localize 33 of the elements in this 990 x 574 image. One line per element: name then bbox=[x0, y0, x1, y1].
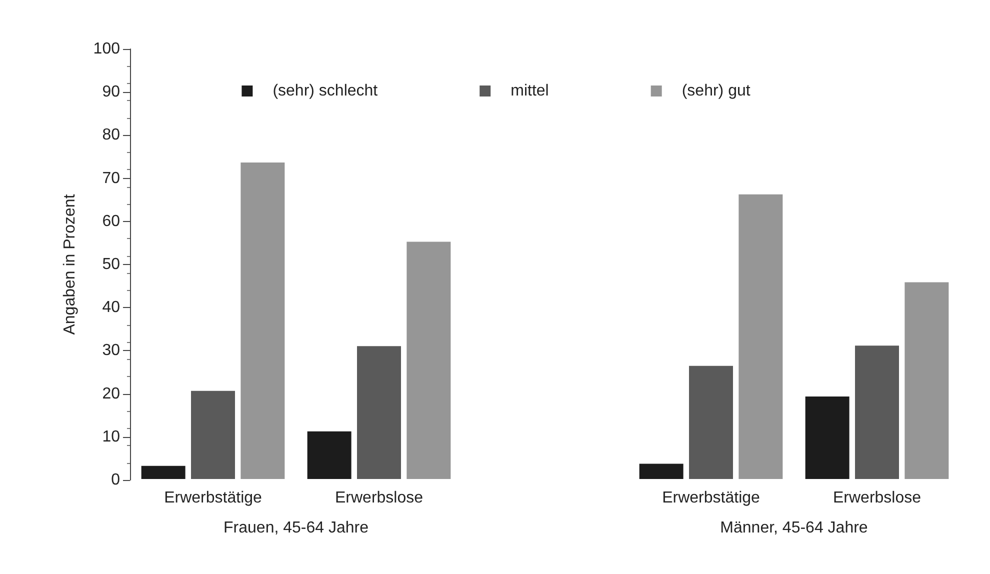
bar bbox=[240, 161, 286, 480]
bar bbox=[406, 240, 452, 480]
bar bbox=[804, 396, 850, 480]
y-tick-label: 50 bbox=[102, 256, 120, 273]
legend-label: (sehr) gut bbox=[682, 82, 751, 100]
x-tick-label: Erwerbslose bbox=[832, 490, 922, 506]
bar bbox=[140, 464, 186, 480]
y-tick-label: 40 bbox=[102, 299, 120, 316]
legend-label: mittel bbox=[510, 82, 549, 100]
bar bbox=[688, 364, 734, 480]
y-tick-label: 80 bbox=[102, 126, 120, 144]
y-tick-label: 10 bbox=[102, 428, 120, 446]
y-tick-label: 70 bbox=[102, 170, 120, 187]
text: Frauen, 45-64 Jahre bbox=[224, 520, 369, 536]
x-tick-label: Erwerbstätige bbox=[662, 490, 760, 506]
bar bbox=[638, 462, 684, 480]
bar bbox=[306, 430, 352, 480]
y-tick-label: 90 bbox=[102, 84, 120, 101]
bar bbox=[904, 281, 950, 480]
x-tick-label: Erwerbstätige bbox=[164, 490, 262, 506]
bar bbox=[854, 344, 900, 480]
y-tick-label: 30 bbox=[102, 342, 120, 360]
y-axis-title: Angaben in Prozent bbox=[62, 194, 78, 335]
y-tick-label: 20 bbox=[102, 385, 120, 402]
y-tick-label: 100 bbox=[93, 40, 120, 58]
legend-label: (sehr) schlecht bbox=[272, 82, 378, 100]
x-tick-label: Erwerbslose bbox=[334, 490, 424, 506]
bar bbox=[356, 345, 402, 480]
bar bbox=[190, 390, 236, 480]
y-tick-label: 60 bbox=[102, 212, 120, 230]
y-tick-label: 0 bbox=[111, 472, 120, 488]
bar bbox=[738, 193, 784, 480]
text: Männer, 45-64 Jahre bbox=[720, 520, 868, 536]
